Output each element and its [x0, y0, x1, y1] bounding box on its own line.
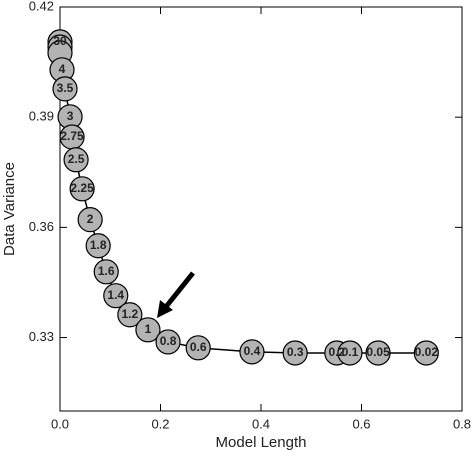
point — [337, 340, 363, 366]
point — [185, 335, 211, 361]
point — [85, 233, 111, 259]
y-tick-label: 0.36 — [29, 219, 54, 234]
y-tick-label: 0.42 — [29, 0, 54, 13]
point-label: 1.4 — [107, 288, 124, 302]
point-label: 3 — [67, 109, 74, 123]
point-label: 2.75 — [60, 129, 84, 143]
y-axis-label: Data Variance — [1, 162, 18, 256]
point — [77, 207, 103, 233]
point-label: 1.8 — [90, 238, 107, 252]
y-tick-label: 0.33 — [29, 329, 54, 344]
point-label: 1.6 — [98, 264, 115, 278]
point-label: 0.05 — [366, 345, 390, 359]
x-tick-label: 0.2 — [151, 416, 169, 431]
point-label: 2 — [87, 212, 94, 226]
point — [239, 339, 265, 365]
point-label: 3.5 — [57, 81, 74, 95]
point-label: 4 — [59, 62, 66, 76]
point-label: 2.5 — [68, 152, 85, 166]
point-label: 30 — [53, 34, 67, 48]
point — [365, 340, 391, 366]
point-label: 0.4 — [244, 344, 261, 358]
point — [413, 340, 439, 366]
point-label: 0.02 — [415, 345, 439, 359]
x-tick-label: 0.8 — [453, 416, 471, 431]
point — [117, 302, 143, 328]
point — [63, 147, 89, 173]
point-label: 0.6 — [190, 340, 207, 354]
point-label: 0.3 — [287, 345, 304, 359]
point — [282, 340, 308, 366]
x-tick-label: 0.4 — [252, 416, 270, 431]
point — [103, 283, 129, 309]
point — [135, 317, 161, 343]
point — [52, 76, 78, 102]
x-axis-label: Model Length — [216, 434, 307, 451]
y-tick-label: 0.39 — [29, 109, 54, 124]
point-label: 0.8 — [160, 334, 177, 348]
x-tick-label: 0.0 — [51, 416, 69, 431]
point-label: 2.25 — [70, 181, 94, 195]
point — [69, 176, 95, 202]
point — [155, 329, 181, 355]
point-label: 1.2 — [122, 307, 139, 321]
x-tick-label: 0.6 — [352, 416, 370, 431]
point — [93, 259, 119, 285]
arrow — [157, 271, 195, 318]
point-label: 1 — [145, 322, 152, 336]
point-label: 0.1 — [342, 345, 359, 359]
point-label: 0.2 — [329, 345, 346, 359]
